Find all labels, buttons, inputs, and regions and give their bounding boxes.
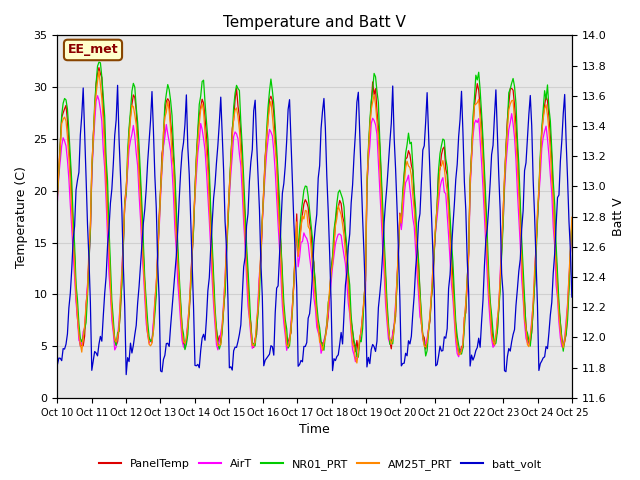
X-axis label: Time: Time xyxy=(300,423,330,436)
Text: EE_met: EE_met xyxy=(68,44,118,57)
Y-axis label: Batt V: Batt V xyxy=(612,197,625,236)
Title: Temperature and Batt V: Temperature and Batt V xyxy=(223,15,406,30)
Y-axis label: Temperature (C): Temperature (C) xyxy=(15,166,28,267)
Legend: PanelTemp, AirT, NR01_PRT, AM25T_PRT, batt_volt: PanelTemp, AirT, NR01_PRT, AM25T_PRT, ba… xyxy=(94,455,546,474)
